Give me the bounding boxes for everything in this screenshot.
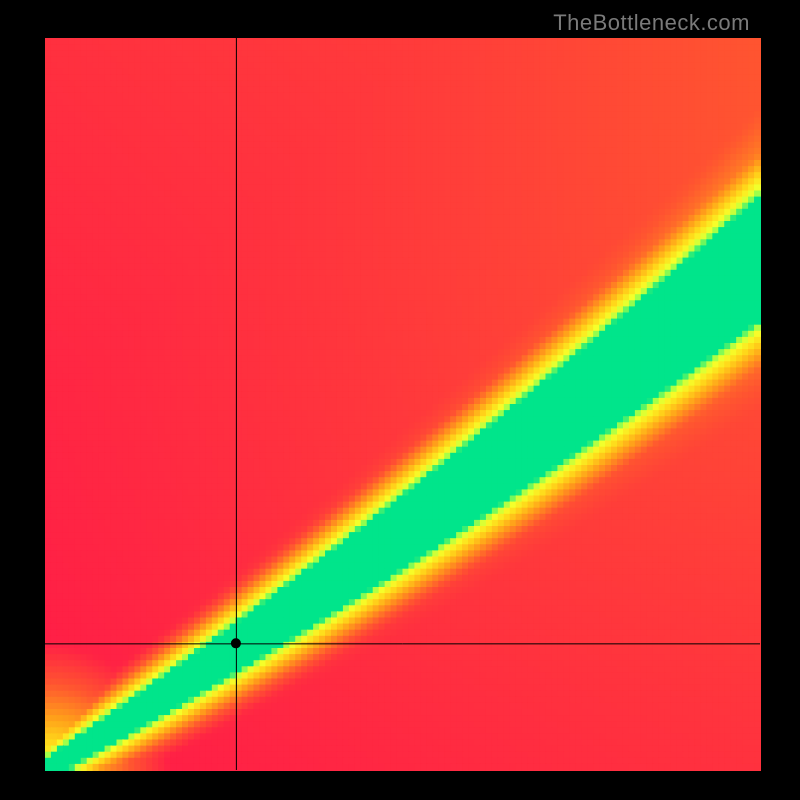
bottleneck-heatmap [0, 0, 800, 800]
watermark-text: TheBottleneck.com [553, 10, 750, 36]
